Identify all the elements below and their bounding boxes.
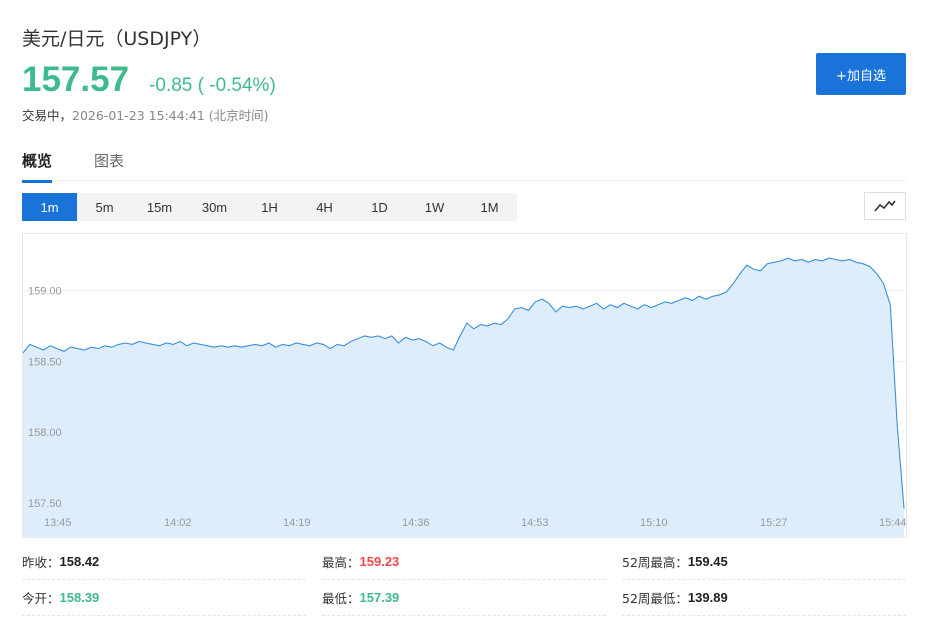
stat-value: 158.39	[59, 590, 100, 605]
y-tick-label: 158.50	[28, 356, 62, 368]
x-tick-label: 14:53	[521, 517, 549, 529]
price-line	[23, 257, 905, 509]
line-chart-icon	[874, 200, 896, 212]
chart-type-button[interactable]	[864, 192, 906, 220]
tab-overview[interactable]: 概览	[22, 152, 53, 183]
stat-label: 52周最低：	[622, 591, 688, 606]
stat-value: 159.45	[687, 554, 728, 569]
period-5m[interactable]: 5m	[77, 193, 132, 221]
stat-open: 今开： 158.39	[22, 580, 306, 616]
y-tick-label: 158.00	[28, 427, 62, 439]
period-1d[interactable]: 1D	[352, 193, 407, 221]
period-30m[interactable]: 30m	[187, 193, 242, 221]
stat-high: 最高： 159.23	[322, 544, 606, 580]
period-1mo[interactable]: 1M	[462, 193, 517, 221]
period-15m[interactable]: 15m	[132, 193, 187, 221]
price-chart[interactable]: 159.00 158.50 158.00 157.50 13:45 14:02 14:19 1…	[22, 233, 907, 538]
x-tick-label: 14:19	[283, 517, 311, 529]
x-tick-label: 14:02	[164, 517, 192, 529]
stat-prev-close: 昨收： 158.42	[22, 544, 306, 580]
x-tick-label: 15:44	[879, 517, 907, 529]
price-row: 157.57 -0.85 ( -0.54%)	[22, 60, 276, 100]
instrument-title: 美元/日元（USDJPY）	[22, 28, 212, 50]
stat-label: 最高：	[322, 555, 360, 570]
last-price: 157.57	[22, 60, 130, 99]
y-tick-label: 157.50	[28, 498, 62, 510]
tab-bar: 概览 图表	[22, 146, 906, 183]
stat-label: 最低：	[322, 591, 360, 606]
stat-value: 159.23	[359, 554, 400, 569]
stat-52w-high: 52周最高： 159.45	[622, 544, 906, 580]
price-change: -0.85 ( -0.54%)	[149, 75, 276, 96]
stat-label: 52周最高：	[622, 555, 688, 570]
stat-low: 最低： 157.39	[322, 580, 606, 616]
x-tick-label: 15:10	[640, 517, 668, 529]
trading-status: 交易中，2026-01-23 15:44:41 (北京时间)	[22, 105, 269, 124]
price-chart-svg: 159.00 158.50 158.00 157.50 13:45 14:02 14:19 1…	[23, 257, 907, 537]
period-4h[interactable]: 4H	[297, 193, 352, 221]
price-area	[23, 258, 904, 537]
period-1w[interactable]: 1W	[407, 193, 462, 221]
status-label: 交易中，	[22, 108, 73, 123]
x-tick-label: 15:27	[760, 517, 788, 529]
tab-chart[interactable]: 图表	[94, 152, 125, 170]
stat-value: 139.89	[687, 590, 728, 605]
stat-52w-low: 52周最低： 139.89	[622, 580, 906, 616]
add-watchlist-button[interactable]: +加自选	[816, 53, 906, 95]
y-tick-label: 159.00	[28, 286, 62, 298]
stat-label: 今开：	[22, 591, 60, 606]
stat-label: 昨收：	[22, 555, 60, 570]
x-tick-label: 13:45	[44, 517, 72, 529]
status-timestamp: 2026-01-23 15:44:41 (北京时间)	[72, 108, 269, 123]
stat-value: 158.42	[59, 554, 100, 569]
stat-value: 157.39	[359, 590, 400, 605]
x-tick-label: 14:36	[402, 517, 430, 529]
period-1h[interactable]: 1H	[242, 193, 297, 221]
period-1m[interactable]: 1m	[22, 193, 77, 221]
period-selector: 1m 5m 15m 30m 1H 4H 1D 1W 1M	[22, 193, 517, 221]
